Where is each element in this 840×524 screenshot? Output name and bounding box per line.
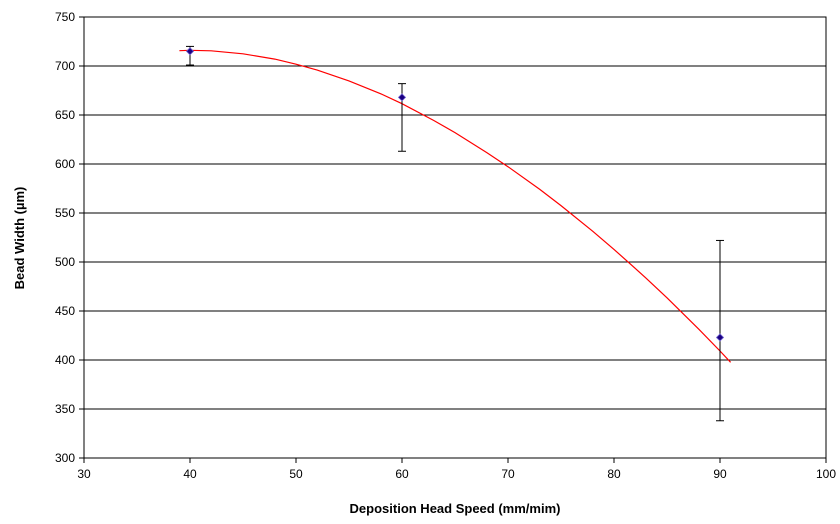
x-tick-label: 80 bbox=[607, 467, 621, 481]
data-point bbox=[185, 47, 195, 56]
y-axis-title: Bead Width (µm) bbox=[12, 187, 27, 290]
y-tick-label: 400 bbox=[55, 353, 75, 367]
y-tick-label: 350 bbox=[55, 402, 75, 416]
x-tick-label: 90 bbox=[713, 467, 727, 481]
x-tick-label: 40 bbox=[183, 467, 197, 481]
plot-area bbox=[83, 16, 827, 459]
x-tick-label: 60 bbox=[395, 467, 409, 481]
y-tick-label: 550 bbox=[55, 206, 75, 220]
y-tick-label: 600 bbox=[55, 157, 75, 171]
data-point bbox=[715, 333, 725, 342]
y-tick-label: 450 bbox=[55, 304, 75, 318]
data-point bbox=[397, 93, 407, 102]
x-tick-label: 70 bbox=[501, 467, 515, 481]
x-tick-label: 100 bbox=[816, 467, 836, 481]
y-tick-label: 500 bbox=[55, 255, 75, 269]
y-tick-label: 300 bbox=[55, 451, 75, 465]
trendline bbox=[179, 49, 732, 363]
x-axis-ticks: 30 40 50 60 70 80 90 100 bbox=[77, 458, 836, 481]
y-tick-label: 750 bbox=[55, 10, 75, 24]
x-tick-label: 50 bbox=[289, 467, 303, 481]
data-points bbox=[185, 47, 725, 342]
y-axis-ticks: 300 350 400 450 500 550 600 650 700 750 bbox=[55, 10, 84, 465]
x-tick-label: 30 bbox=[77, 467, 91, 481]
x-axis-title: Deposition Head Speed (mm/mim) bbox=[350, 501, 561, 516]
y-tick-label: 650 bbox=[55, 108, 75, 122]
error-bar bbox=[716, 239, 724, 422]
gridlines bbox=[84, 65, 826, 410]
y-tick-label: 700 bbox=[55, 59, 75, 73]
trendline-group bbox=[179, 49, 732, 363]
